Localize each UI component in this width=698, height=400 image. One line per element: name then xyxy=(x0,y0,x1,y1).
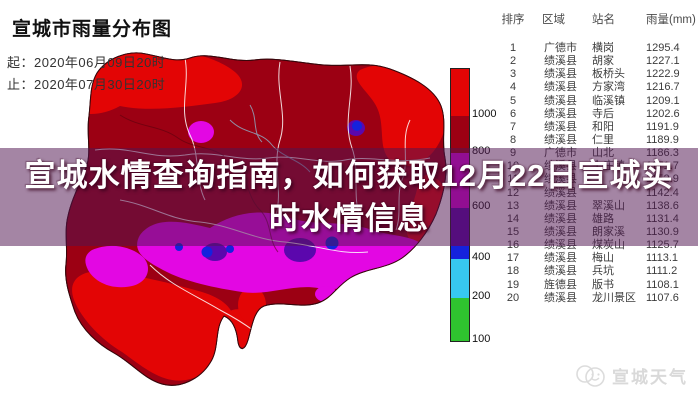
region-cell: 绩溪县 xyxy=(544,291,577,304)
region-cell: 绩溪县 xyxy=(544,81,577,94)
table-row: 7 绩溪县 和阳 1191.9 xyxy=(494,121,698,134)
rainfall-cell: 1108.1 xyxy=(646,278,679,291)
station-cell: 版书 xyxy=(592,278,614,291)
rank-cell: 2 xyxy=(509,55,517,68)
rank-cell: 6 xyxy=(509,107,517,120)
watermark: 宣城天气 xyxy=(575,363,688,388)
rank-cell: 7 xyxy=(509,120,517,133)
map-outline xyxy=(65,52,447,386)
period-start: 起：2020年06月09日20时 xyxy=(7,55,166,70)
rainfall-cell: 1216.7 xyxy=(646,81,680,94)
rank-cell: 4 xyxy=(509,81,517,94)
rainfall-cell: 1222.9 xyxy=(646,68,680,81)
legend-tick-label: 1000 xyxy=(472,108,497,120)
rainfall-cell: 1107.6 xyxy=(646,291,679,304)
table-row: 4 绩溪县 方家湾 1216.7 xyxy=(494,81,698,94)
region-cell: 绩溪县 xyxy=(544,133,577,146)
map-region-magenta-southwest xyxy=(85,245,148,288)
headline-line-1: 宣城水情查询指南，如何获取12月22日宣城实 xyxy=(24,158,674,193)
headline-line-2: 时水情信息 xyxy=(269,201,429,236)
station-cell: 龙川景区 xyxy=(592,291,636,304)
legend-tick-label: 200 xyxy=(472,290,491,302)
table-row: 18 绩溪县 兵坑 1111.2 xyxy=(494,265,698,278)
station-cell: 和阳 xyxy=(592,120,614,133)
region-cell: 旌德县 xyxy=(544,278,577,291)
station-cell: 寺后 xyxy=(592,107,614,120)
rainfall-cell: 1295.4 xyxy=(646,42,680,54)
table-row: 17 绩溪县 梅山 1113.1 xyxy=(494,252,698,265)
legend-segment xyxy=(451,246,469,259)
rank-cell: 8 xyxy=(509,133,517,146)
table-row: 6 绩溪县 寺后 1202.6 xyxy=(494,108,698,121)
map-region-magenta-west xyxy=(188,121,214,143)
rainfall-cell: 1227.1 xyxy=(646,55,680,68)
rank-cell: 17 xyxy=(506,252,520,265)
weather-bubbles-icon xyxy=(576,364,605,387)
legend-tick-label: 400 xyxy=(472,251,491,263)
station-cell: 横岗 xyxy=(592,42,614,54)
station-cell: 板桥头 xyxy=(592,68,625,81)
table-row: 2 绩溪县 胡家 1227.1 xyxy=(494,55,698,68)
legend-segment xyxy=(451,69,469,116)
header-station: 站名 xyxy=(592,14,615,26)
header-rank: 排序 xyxy=(501,14,525,26)
region-cell: 绩溪县 xyxy=(544,55,577,68)
header-rainfall: 雨量(mm) xyxy=(646,14,696,26)
rank-cell: 5 xyxy=(509,94,517,107)
legend-tick-label: 100 xyxy=(472,333,491,345)
period-end: 止：2020年07月30日20时 xyxy=(7,77,166,92)
map-title: 宣城市雨量分布图 xyxy=(12,19,173,40)
legend-segment xyxy=(451,298,469,341)
table-row: 20 绩溪县 龙川景区 1107.6 xyxy=(494,292,698,305)
station-cell: 兵坑 xyxy=(592,265,614,278)
rainfall-cell: 1202.6 xyxy=(646,107,680,120)
map-spot-blue-4 xyxy=(352,121,362,131)
table-header: 排序 区域 站名 雨量(mm) xyxy=(494,11,698,27)
region-cell: 广德市 xyxy=(544,42,577,54)
region-cell: 绩溪县 xyxy=(544,68,577,81)
station-cell: 仁里 xyxy=(592,133,614,146)
region-cell: 绩溪县 xyxy=(544,107,577,120)
station-cell: 梅山 xyxy=(592,252,614,265)
rainfall-cell: 1209.1 xyxy=(646,94,680,107)
station-cell: 方家湾 xyxy=(592,81,625,94)
map-region-red-sw-lobe xyxy=(72,271,235,381)
region-cell: 绩溪县 xyxy=(544,120,577,133)
station-cell: 临溪镇 xyxy=(592,94,625,107)
region-cell: 绩溪县 xyxy=(544,252,577,265)
rainfall-cell: 1191.9 xyxy=(646,120,679,133)
map-region-red-ne xyxy=(356,64,446,167)
table-row: 8 绩溪县 仁里 1189.9 xyxy=(494,134,698,147)
header-region: 区域 xyxy=(542,14,565,26)
rank-cell: 19 xyxy=(506,278,520,291)
rank-cell: 18 xyxy=(506,265,520,278)
rank-cell: 1 xyxy=(509,42,517,54)
rainfall-cell: 1111.2 xyxy=(646,265,678,278)
watermark-text: 宣城天气 xyxy=(612,368,688,387)
region-cell: 绩溪县 xyxy=(544,94,577,107)
table-row: 1 广德市 横岗 1295.4 xyxy=(494,42,698,55)
table-row: 3 绩溪县 板桥头 1222.9 xyxy=(494,68,698,81)
rank-cell: 20 xyxy=(506,291,520,304)
map-region-magenta-southeast xyxy=(315,286,337,302)
legend-segment xyxy=(451,259,469,298)
rainfall-cell: 1189.9 xyxy=(646,133,679,146)
map-spot-blue-5 xyxy=(226,245,234,253)
region-cell: 绩溪县 xyxy=(544,265,577,278)
rainfall-cell: 1113.1 xyxy=(646,252,679,265)
table-row: 19 旌德县 版书 1108.1 xyxy=(494,279,698,292)
headline-overlay-band: 宣城水情查询指南，如何获取12月22日宣城实 时水情信息 xyxy=(0,148,698,246)
station-cell: 胡家 xyxy=(592,55,614,68)
map-spot-blue-1 xyxy=(201,246,213,258)
rank-cell: 3 xyxy=(509,68,517,81)
table-row: 5 绩溪县 临溪镇 1209.1 xyxy=(494,95,698,108)
legend-segment xyxy=(451,116,469,153)
